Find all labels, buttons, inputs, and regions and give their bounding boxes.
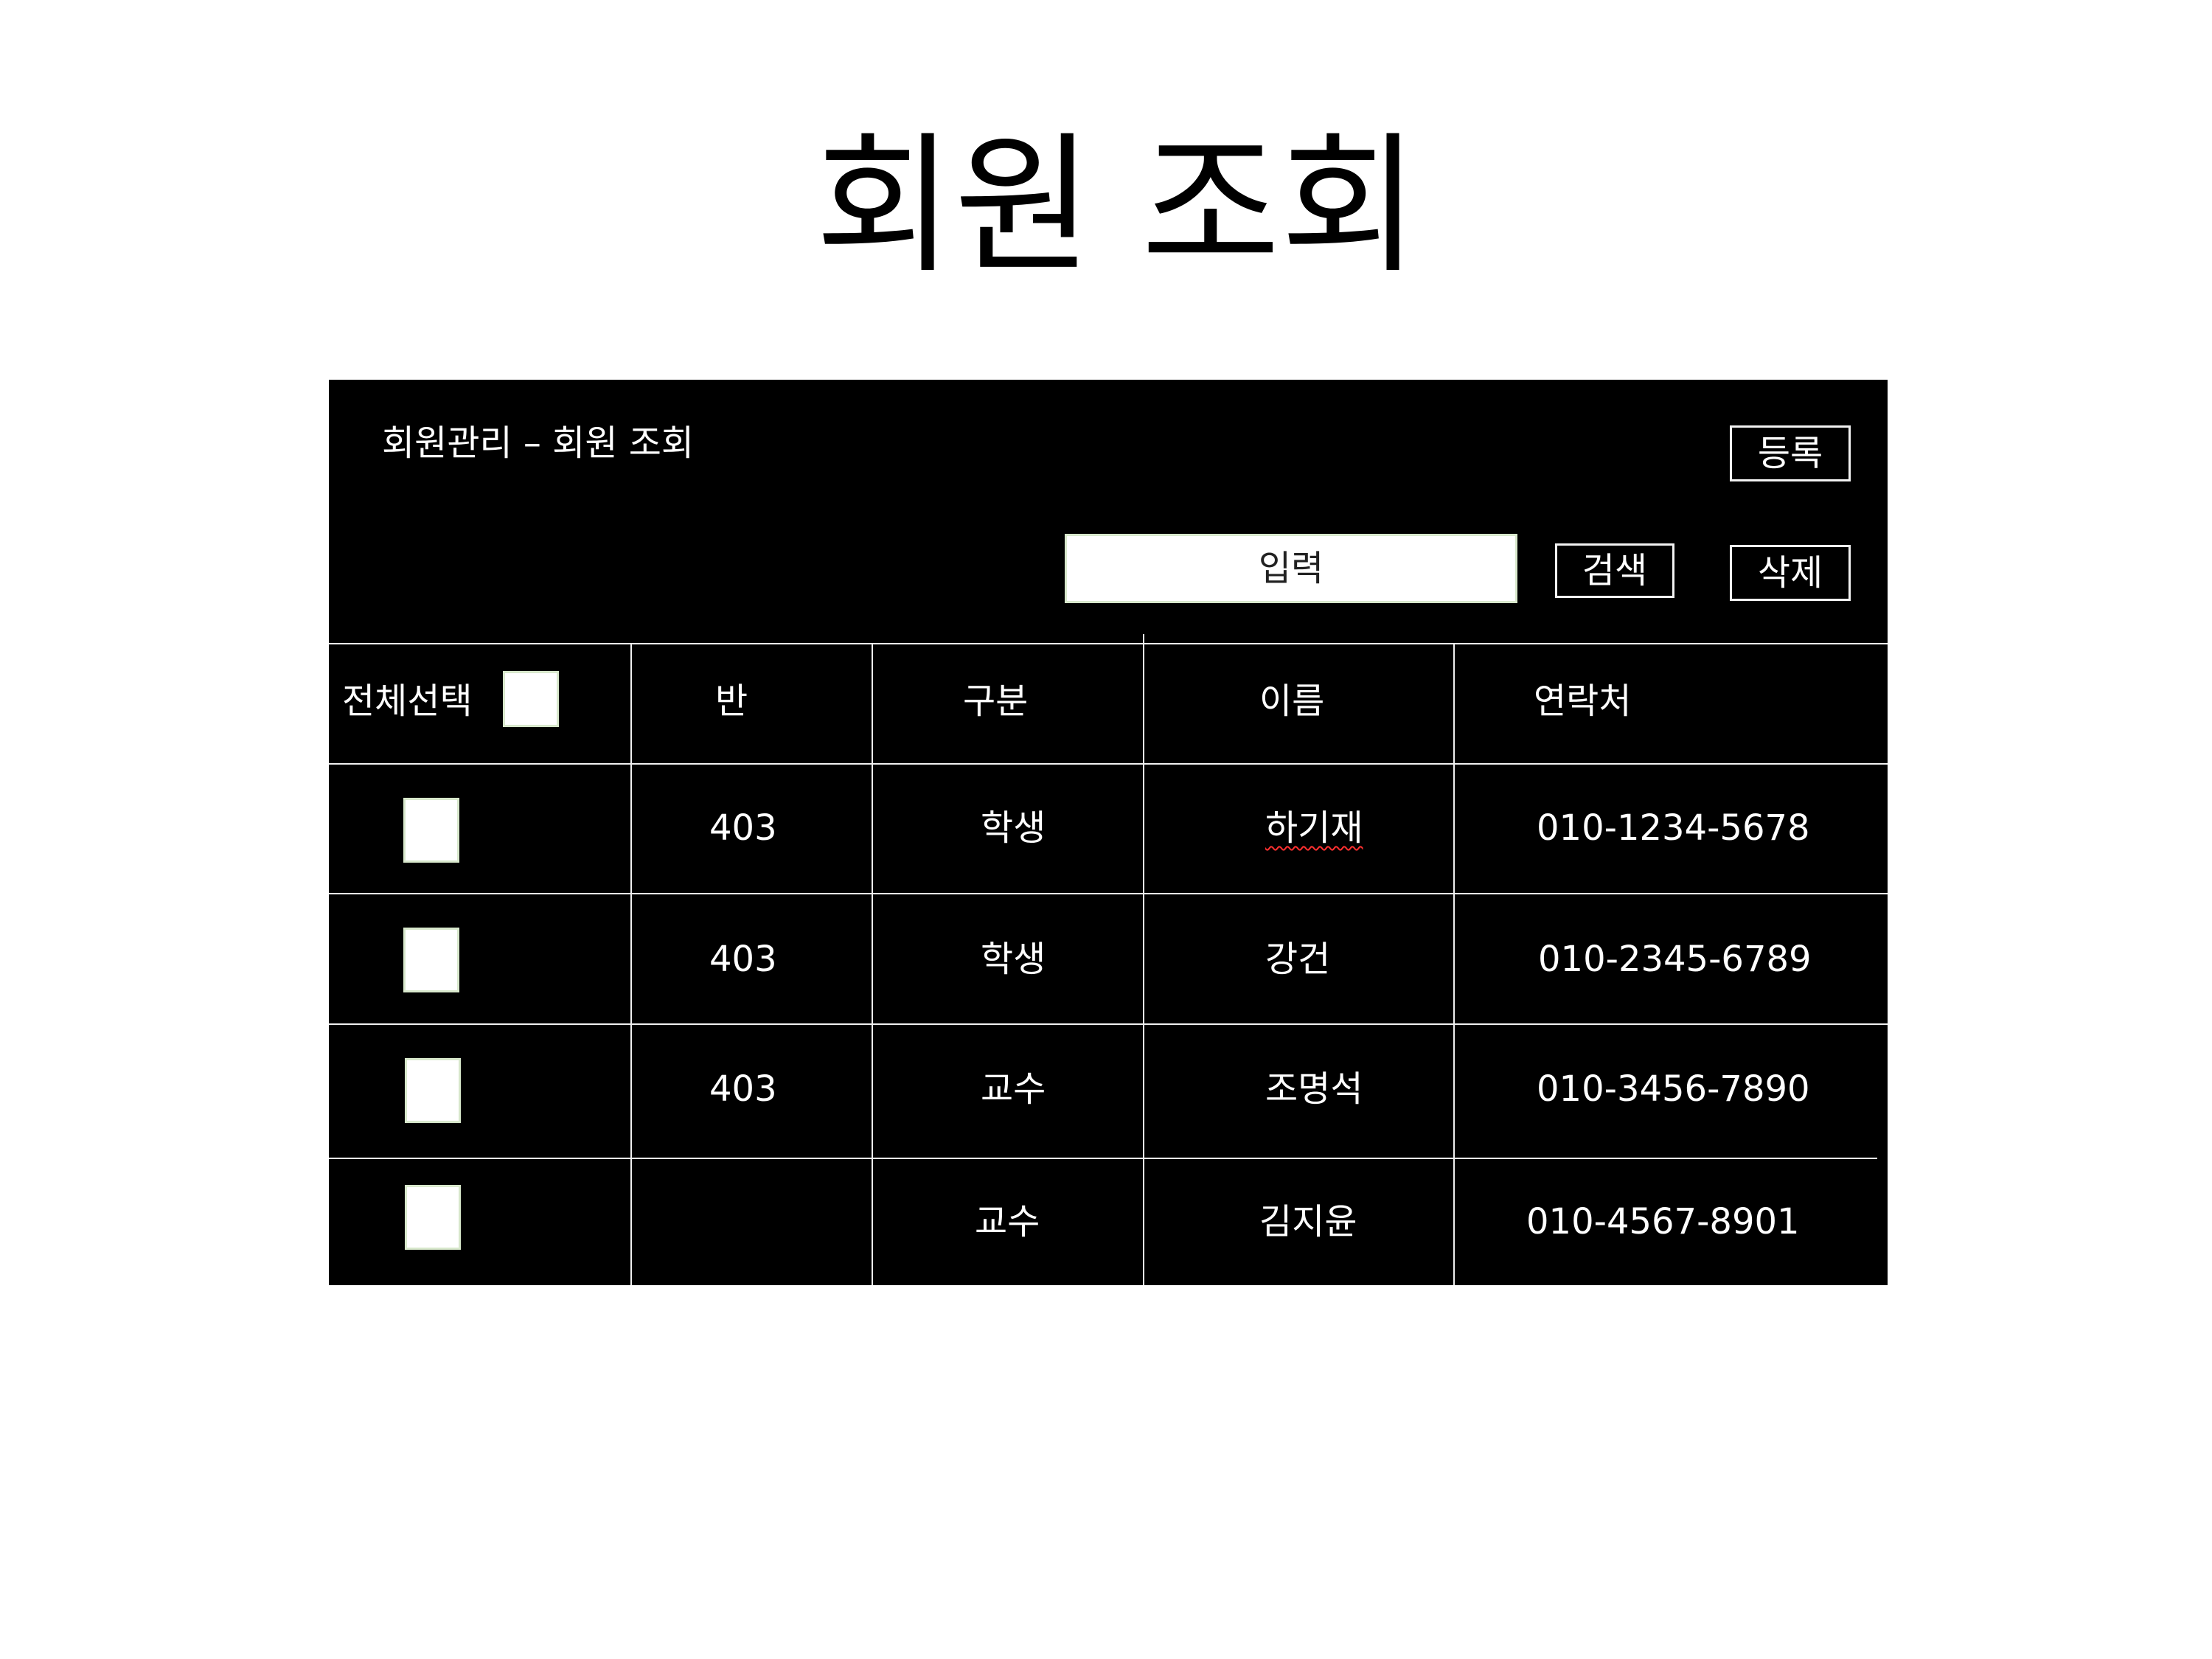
- page-title: 회원 조회: [815, 119, 1419, 294]
- column-header-type: 구분: [963, 681, 1029, 722]
- row-border: [329, 1158, 1877, 1159]
- search-button[interactable]: 검색: [1555, 543, 1674, 598]
- row-name: 강건: [1265, 939, 1331, 980]
- row-type: 교수: [981, 1068, 1046, 1110]
- row-border: [329, 893, 1888, 894]
- row-class: 403: [709, 939, 777, 980]
- row-type: 학생: [981, 807, 1046, 849]
- row-name: 조명석: [1265, 1068, 1363, 1110]
- delete-button[interactable]: 삭제: [1730, 545, 1851, 601]
- column-divider: [1453, 643, 1455, 1285]
- row-type: 학생: [981, 939, 1046, 980]
- column-header-name: 이름: [1259, 681, 1325, 722]
- row-phone: 010-3456-7890: [1537, 1068, 1810, 1110]
- row-checkbox[interactable]: [405, 1058, 461, 1123]
- row-class: 403: [709, 1068, 777, 1110]
- row-phone: 010-4567-8901: [1526, 1201, 1800, 1242]
- row-checkbox[interactable]: [403, 928, 459, 992]
- row-name-text: 하기재: [1265, 807, 1363, 849]
- panel-title: 회원관리 – 회원 조회: [382, 422, 695, 464]
- row-phone: 010-2345-6789: [1538, 939, 1812, 980]
- row-name: 김지윤: [1259, 1201, 1357, 1242]
- row-phone: 010-1234-5678: [1537, 807, 1810, 849]
- member-panel: 회원관리 – 회원 조회 등록 검색 삭제 전체선택 반 구분 이름 연락처 4…: [329, 380, 1888, 1285]
- select-all-label: 전체선택: [342, 681, 473, 722]
- column-header-class: 반: [715, 681, 748, 722]
- header-row-border: [329, 763, 1888, 765]
- column-header-phone: 연락처: [1534, 681, 1632, 722]
- select-all-checkbox[interactable]: [503, 671, 559, 727]
- column-divider: [630, 643, 632, 1285]
- row-border: [329, 1023, 1888, 1025]
- row-checkbox[interactable]: [403, 798, 459, 863]
- column-divider: [1143, 634, 1144, 1285]
- row-checkbox[interactable]: [405, 1185, 461, 1250]
- table-top-border: [329, 643, 1888, 644]
- register-button[interactable]: 등록: [1730, 425, 1851, 481]
- column-divider: [872, 643, 873, 1285]
- row-class: 403: [709, 807, 777, 849]
- row-type: 교수: [975, 1201, 1040, 1242]
- row-name: 하기재: [1265, 806, 1363, 850]
- search-input[interactable]: [1065, 534, 1517, 603]
